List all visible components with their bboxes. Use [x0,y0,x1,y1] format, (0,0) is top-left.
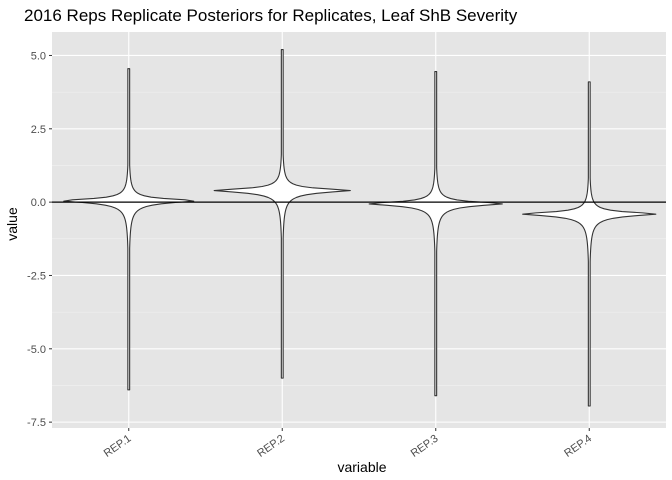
y-tick-label: -5.0 [27,344,46,356]
violin-rep-1 [63,68,195,391]
x-tick-label: REP.4 [562,433,594,460]
violins [63,49,657,407]
violin-rep-4 [522,81,657,407]
y-tick-label: 5.0 [31,50,46,62]
y-tick-label: -2.5 [27,270,46,282]
y-axis: 5.0 2.5 0.0 -2.5 -5.0 -7.5 [27,50,52,429]
x-tick-label: REP.3 [409,433,441,460]
violin-rep-2 [213,49,351,379]
y-tick-label: 0.0 [31,197,46,209]
y-axis-title: value [4,207,20,241]
chart-title: 2016 Reps Replicate Posteriors for Repli… [24,6,518,25]
violin-rep-3 [368,71,503,397]
plot-panel [52,32,666,428]
x-axis-title: variable [337,459,386,475]
y-tick-label: 2.5 [31,124,46,136]
x-axis: REP.1 REP.2 REP.3 REP.4 [102,428,594,460]
x-tick-label: REP.1 [102,433,134,460]
x-tick-label: REP.2 [255,433,287,460]
y-tick-label: -7.5 [27,417,46,429]
